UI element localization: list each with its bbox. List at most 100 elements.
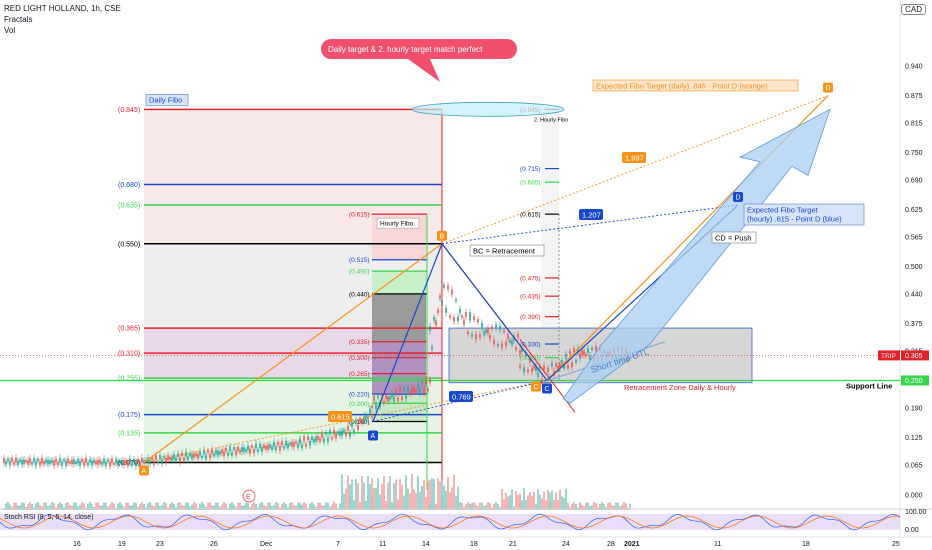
volume-bar <box>615 502 617 510</box>
price-candle <box>551 362 553 367</box>
price-candle <box>565 353 567 359</box>
volume-bar <box>291 502 293 510</box>
price-candle <box>329 429 331 435</box>
price-candle <box>503 330 505 333</box>
price-candle <box>403 387 405 391</box>
price-candle <box>537 372 539 378</box>
price-candle <box>155 455 157 460</box>
callout-pointer <box>408 59 440 82</box>
price-candle <box>221 449 223 454</box>
price-candle <box>215 450 217 455</box>
volume-bar <box>427 480 429 510</box>
price-axis-tick: 0.375 <box>905 321 923 328</box>
right-fibo-level-label: (0.615) <box>520 212 541 219</box>
volume-bar <box>369 483 371 510</box>
price-candle <box>479 334 481 338</box>
price-candle <box>231 451 233 456</box>
point-a-orange <box>139 465 149 476</box>
volume-bar <box>617 502 619 510</box>
currency-badge[interactable]: CAD <box>901 4 926 15</box>
price-candle <box>253 449 255 454</box>
price-candle <box>419 389 421 394</box>
price-candle <box>487 327 489 333</box>
volume-bar <box>611 505 613 510</box>
volume-bar <box>297 502 299 510</box>
hourly-fibo-region-dark <box>372 293 426 342</box>
ratio-badge-0769 <box>449 391 473 402</box>
price-candle <box>171 456 173 461</box>
price-candle <box>179 457 181 463</box>
price-candle <box>463 320 465 325</box>
price-candle <box>49 460 51 465</box>
volume-bar <box>309 503 311 510</box>
price-candle <box>385 395 387 400</box>
price-candle <box>289 442 291 445</box>
price-candle <box>247 445 249 451</box>
price-candle <box>583 350 585 356</box>
volume-bar <box>355 479 357 510</box>
volume-bar <box>155 502 157 510</box>
price-candle <box>281 440 283 445</box>
volume-bar <box>527 495 529 510</box>
price-candle <box>189 453 191 457</box>
price-candle <box>449 315 451 319</box>
price-candle <box>297 443 299 448</box>
price-candle <box>103 458 105 464</box>
stoch-d-line <box>0 515 901 529</box>
right-fibo-level-label: (0.685) <box>520 180 541 187</box>
time-axis-tick: 23 <box>156 541 164 548</box>
price-candle <box>347 425 349 431</box>
volume-bar <box>285 504 287 510</box>
price-candle <box>199 450 201 456</box>
price-candle <box>99 459 101 464</box>
volume-bar <box>497 504 499 510</box>
indicator-fractals[interactable]: Fractals <box>4 15 33 24</box>
symbol-title[interactable]: RED LIGHT HOLLAND, 1h, CSE <box>4 4 121 13</box>
price-candle <box>377 395 379 398</box>
volume-bar <box>91 504 93 510</box>
volume-bar <box>351 479 353 510</box>
price-candle <box>235 450 237 456</box>
indicator-volume[interactable]: Vol <box>4 26 16 35</box>
price-candle <box>437 309 439 314</box>
price-candle <box>315 436 317 442</box>
price-candle <box>453 317 455 322</box>
price-candle <box>499 325 501 331</box>
price-candle <box>125 460 127 463</box>
price-candle <box>7 458 9 462</box>
price-candle <box>567 364 569 369</box>
price-candle <box>451 289 453 295</box>
volume-bar <box>215 502 217 510</box>
volume-bar <box>495 502 497 510</box>
volume-bar <box>71 506 73 510</box>
volume-bar <box>153 506 155 510</box>
point-b <box>437 230 447 241</box>
price-candle <box>313 439 315 443</box>
ratio-badge-1207 <box>579 209 603 220</box>
price-candle <box>435 320 437 326</box>
price-candle <box>469 315 471 321</box>
volume-bar <box>425 496 427 510</box>
volume-bar <box>451 487 453 510</box>
volume-bar <box>609 502 611 510</box>
volume-bar <box>99 505 101 510</box>
volume-bar <box>173 504 175 510</box>
volume-bar <box>73 502 75 510</box>
price-candle <box>555 363 557 367</box>
volume-bar <box>357 483 359 510</box>
price-candle <box>255 443 257 449</box>
volume-bar <box>125 502 127 510</box>
price-candle <box>101 461 103 465</box>
volume-bar <box>561 496 563 510</box>
volume-bar <box>465 504 467 510</box>
price-axis-tick: 0.875 <box>905 93 923 100</box>
price-candle <box>473 316 475 321</box>
volume-bar <box>619 506 621 510</box>
volume-bar <box>159 506 161 510</box>
volume-bar <box>199 503 201 510</box>
volume-bar <box>219 506 221 510</box>
price-candle <box>141 457 143 463</box>
volume-bar <box>261 502 263 510</box>
price-candle <box>425 379 427 385</box>
